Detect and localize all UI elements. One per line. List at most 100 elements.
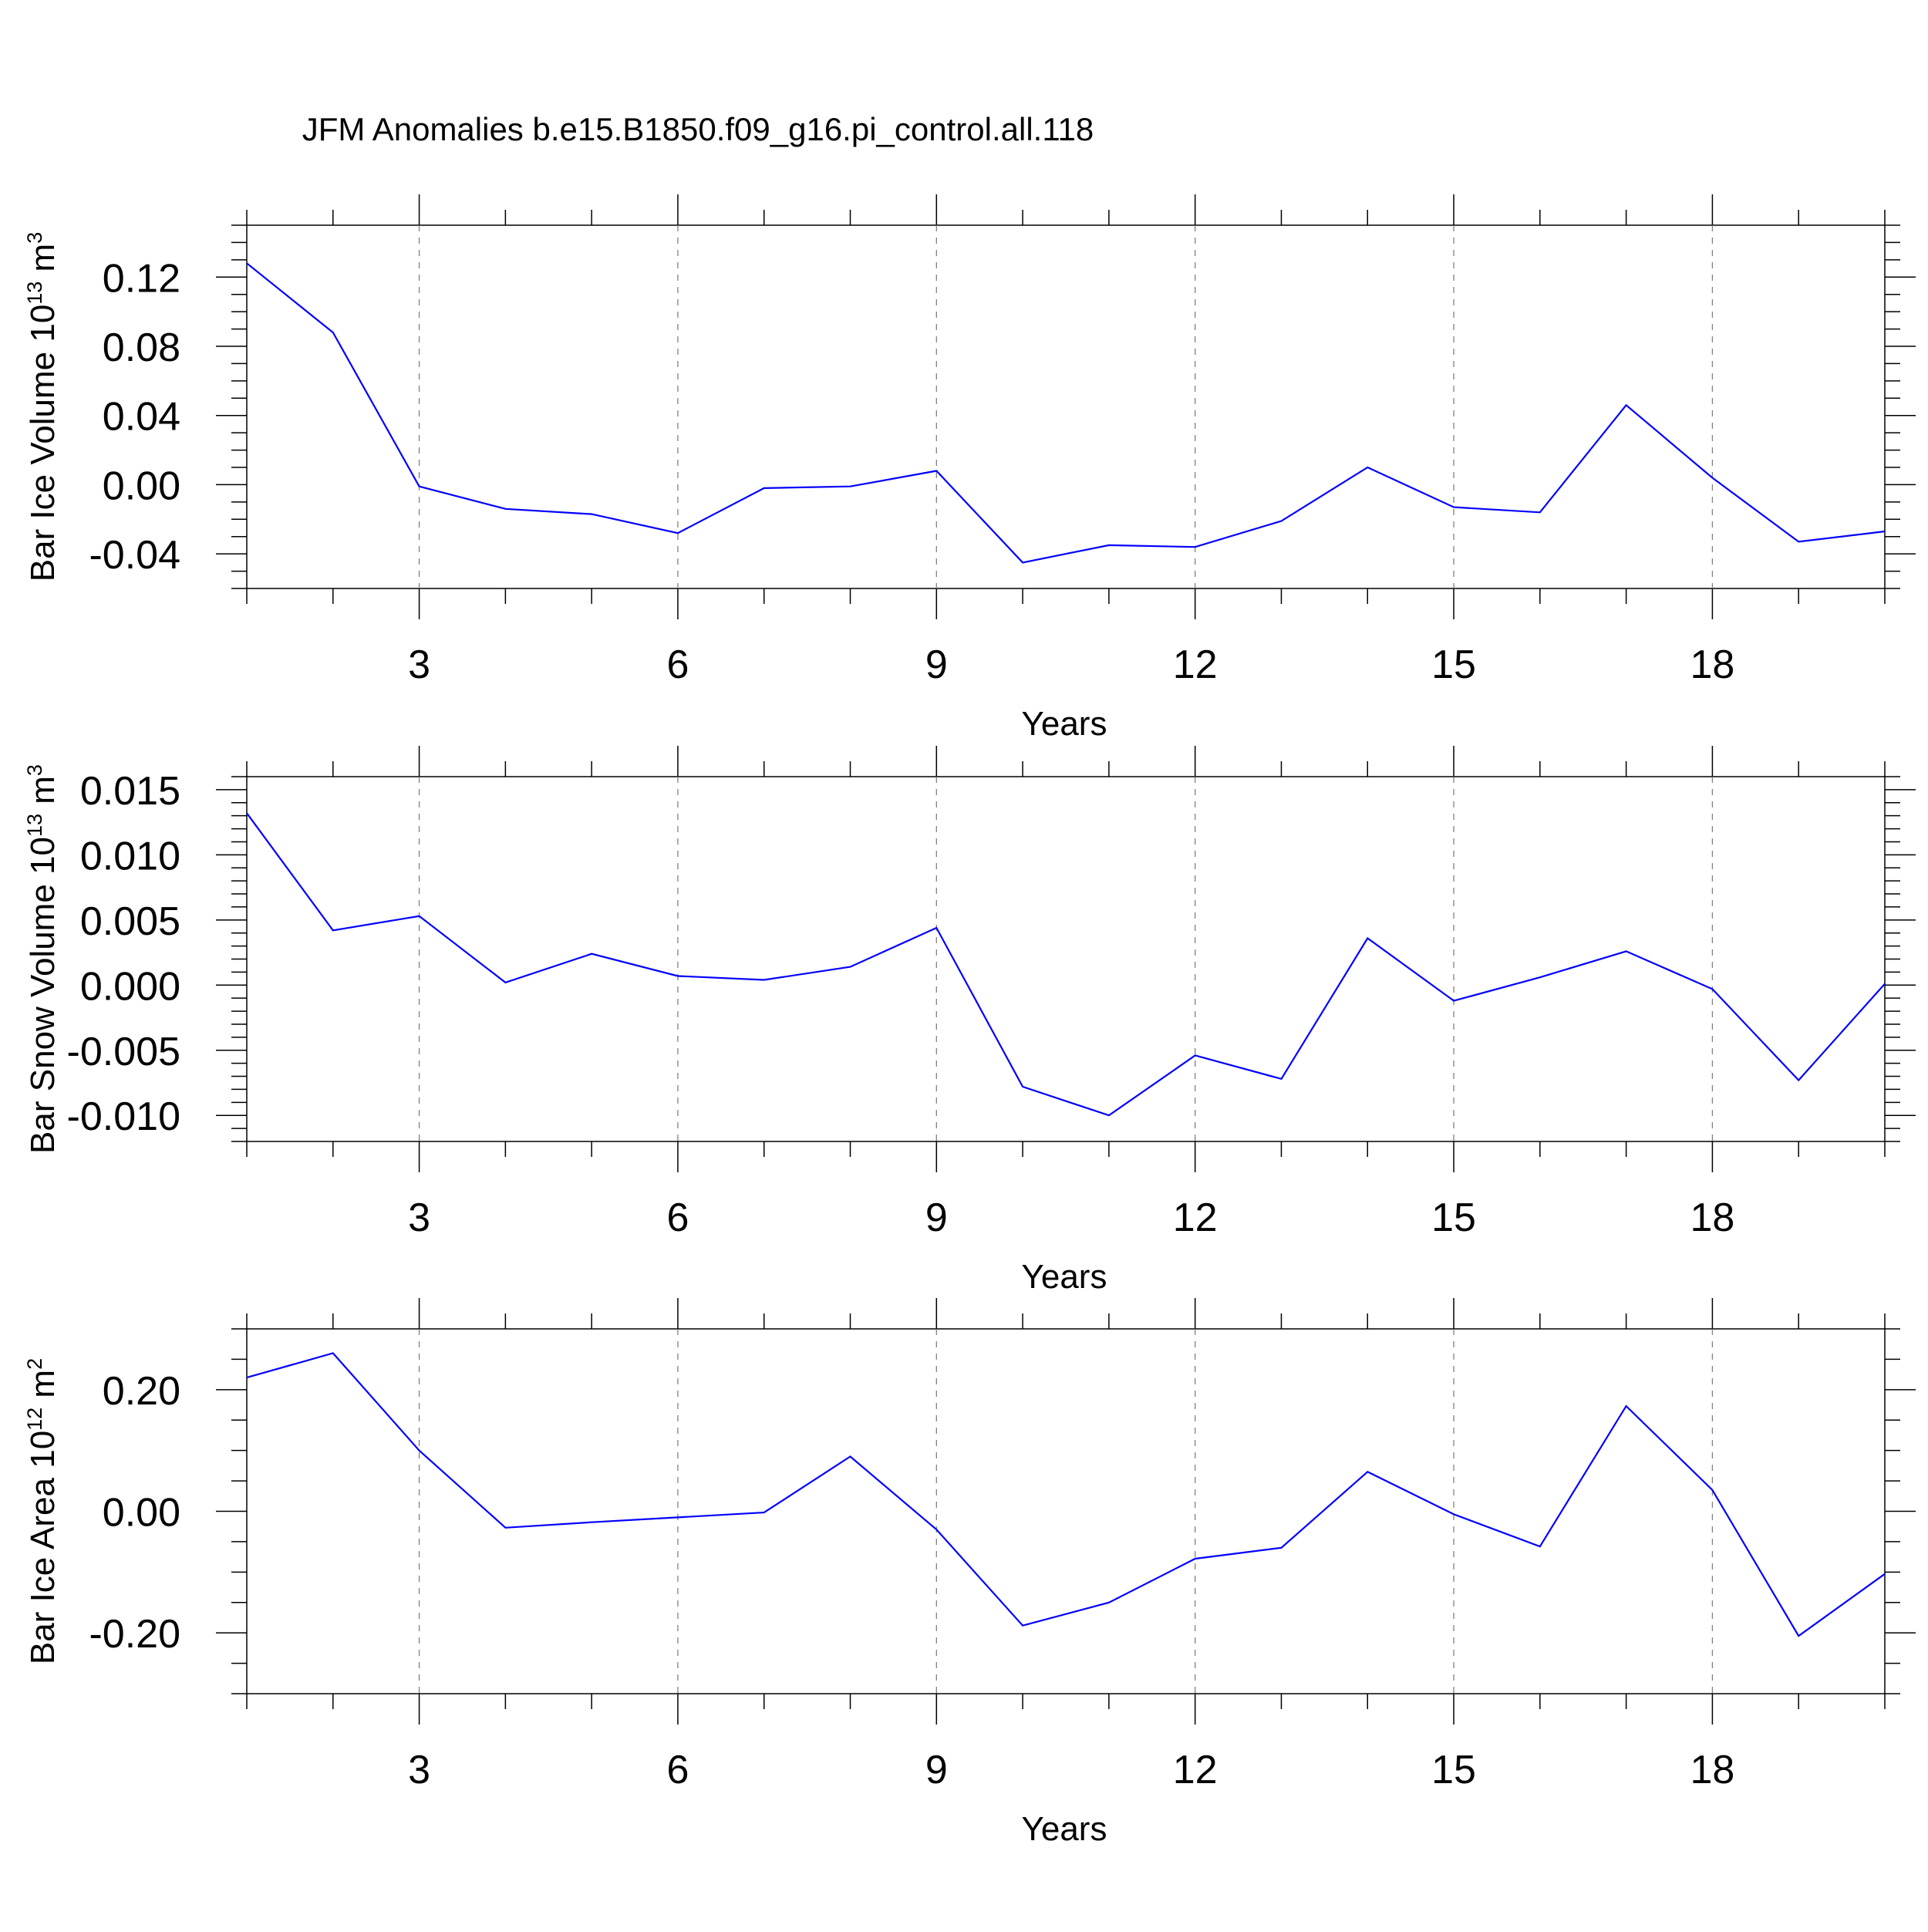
data-point xyxy=(1883,530,1886,533)
y-axis-label-exponent: 12 xyxy=(23,1408,46,1431)
y-axis-label-text: Bar Ice Area 10 xyxy=(24,1431,62,1664)
data-point xyxy=(418,1449,421,1452)
data-point xyxy=(676,531,679,534)
data-point xyxy=(590,953,593,956)
y-axis-label-unit-exponent: 3 xyxy=(23,232,46,244)
x-tick-label: 3 xyxy=(408,642,430,687)
data-point xyxy=(1366,1470,1369,1473)
y-axis-label-unit: m xyxy=(24,244,62,282)
data-point xyxy=(1279,1546,1283,1549)
x-tick-label: 12 xyxy=(1173,642,1218,687)
y-tick-label: 0.20 xyxy=(103,1369,180,1414)
data-point xyxy=(590,1521,593,1524)
y-axis-label-unit-exponent: 2 xyxy=(23,1358,46,1370)
data-point xyxy=(935,926,938,929)
x-tick-label: 9 xyxy=(925,1748,948,1792)
data-point xyxy=(1797,1634,1800,1637)
panel-2: 3 6 9 12 15 18 Years 0.015 0.010 0.005 0.000 -0.005… xyxy=(23,746,1916,1296)
y-axis-label-exponent: 13 xyxy=(23,814,46,837)
x-tick-label: 12 xyxy=(1173,1748,1218,1792)
x-tick-label: 3 xyxy=(408,1748,430,1792)
data-point xyxy=(849,1455,852,1458)
data-point xyxy=(1366,466,1369,469)
data-point xyxy=(1279,1077,1283,1081)
data-point xyxy=(1711,476,1714,479)
data-point xyxy=(590,513,593,516)
x-axis-label: Years xyxy=(1022,705,1107,743)
y-tick-label: 0.010 xyxy=(80,834,180,878)
data-point xyxy=(1194,1557,1197,1560)
series-line xyxy=(246,262,1886,564)
y-axis-label-exponent: 13 xyxy=(23,282,46,305)
data-point xyxy=(332,1352,335,1355)
x-tick-label: 9 xyxy=(925,1195,948,1240)
data-point xyxy=(1625,1404,1628,1408)
x-axis-label: Years xyxy=(1022,1258,1107,1296)
data-point xyxy=(1711,1489,1714,1492)
data-point xyxy=(935,1528,938,1531)
data-point xyxy=(245,261,248,265)
y-tick-label: 0.08 xyxy=(103,325,180,370)
data-point xyxy=(504,1526,507,1529)
y-tick-label: 0.000 xyxy=(80,964,180,1009)
data-point xyxy=(1021,561,1024,564)
plot-frame xyxy=(246,1328,1886,1694)
data-point xyxy=(935,469,938,472)
data-point xyxy=(763,487,766,490)
y-axis-label: Bar Ice Area 1012 m2 xyxy=(23,1358,62,1664)
x-tick-label: 3 xyxy=(408,1195,430,1240)
y-axis-label-text: Bar Ice Volume 10 xyxy=(24,305,62,582)
x-tick-label: 18 xyxy=(1690,642,1734,687)
x-tick-label: 18 xyxy=(1690,1195,1734,1240)
data-point xyxy=(676,974,679,977)
x-tick-label: 6 xyxy=(666,1195,689,1240)
panel-3: 3 6 9 12 15 18 Years 0.20 0.00 -0.20 Bar Ice Area … xyxy=(23,1298,1916,1848)
x-tick-label: 15 xyxy=(1431,1195,1476,1240)
y-axis-label-unit-exponent: 3 xyxy=(23,764,46,776)
y-axis-label: Bar Snow Volume 1013 m3 xyxy=(23,764,62,1154)
data-point xyxy=(1539,976,1542,979)
data-point xyxy=(245,1376,248,1379)
x-tick-label: 6 xyxy=(666,642,689,687)
data-point xyxy=(1539,511,1542,514)
data-point xyxy=(849,485,852,488)
data-point xyxy=(1539,1545,1542,1548)
data-point xyxy=(1194,545,1197,548)
y-tick-label: 0.00 xyxy=(103,464,180,508)
data-point xyxy=(1452,1000,1455,1003)
data-point xyxy=(1107,544,1111,547)
data-point xyxy=(1797,540,1800,543)
y-tick-label: -0.005 xyxy=(67,1030,180,1074)
data-point xyxy=(1625,949,1628,953)
data-point xyxy=(332,331,335,334)
x-tick-label: 6 xyxy=(666,1748,689,1792)
data-point xyxy=(1021,1624,1024,1627)
y-axis-label: Bar Ice Volume 1013 m3 xyxy=(23,232,62,582)
data-point xyxy=(763,1511,766,1514)
y-tick-label: 0.015 xyxy=(80,769,180,814)
x-tick-label: 12 xyxy=(1173,1195,1218,1240)
figure-title: JFM Anomalies b.e15.B1850.f09_g16.pi_con… xyxy=(302,111,1094,147)
data-point xyxy=(1452,506,1455,509)
y-tick-label: -0.20 xyxy=(89,1612,180,1657)
y-axis-label-text: Bar Snow Volume 10 xyxy=(24,837,62,1154)
data-point xyxy=(418,915,421,918)
data-point xyxy=(1883,1573,1886,1576)
y-axis-label-unit: m xyxy=(24,1370,62,1408)
series-line xyxy=(246,1352,1886,1637)
series-line xyxy=(246,812,1886,1117)
data-point xyxy=(1366,936,1369,939)
plot-frame xyxy=(246,776,1886,1142)
x-tick-label: 15 xyxy=(1431,642,1476,687)
x-tick-label: 15 xyxy=(1431,1748,1476,1792)
data-point xyxy=(1711,987,1714,990)
data-point xyxy=(1107,1114,1111,1117)
data-point xyxy=(1452,1512,1455,1516)
y-tick-label: 0.00 xyxy=(103,1491,180,1536)
data-point xyxy=(504,981,507,984)
data-point xyxy=(1194,1054,1197,1057)
x-tick-label: 18 xyxy=(1690,1748,1734,1792)
data-point xyxy=(1279,520,1283,523)
